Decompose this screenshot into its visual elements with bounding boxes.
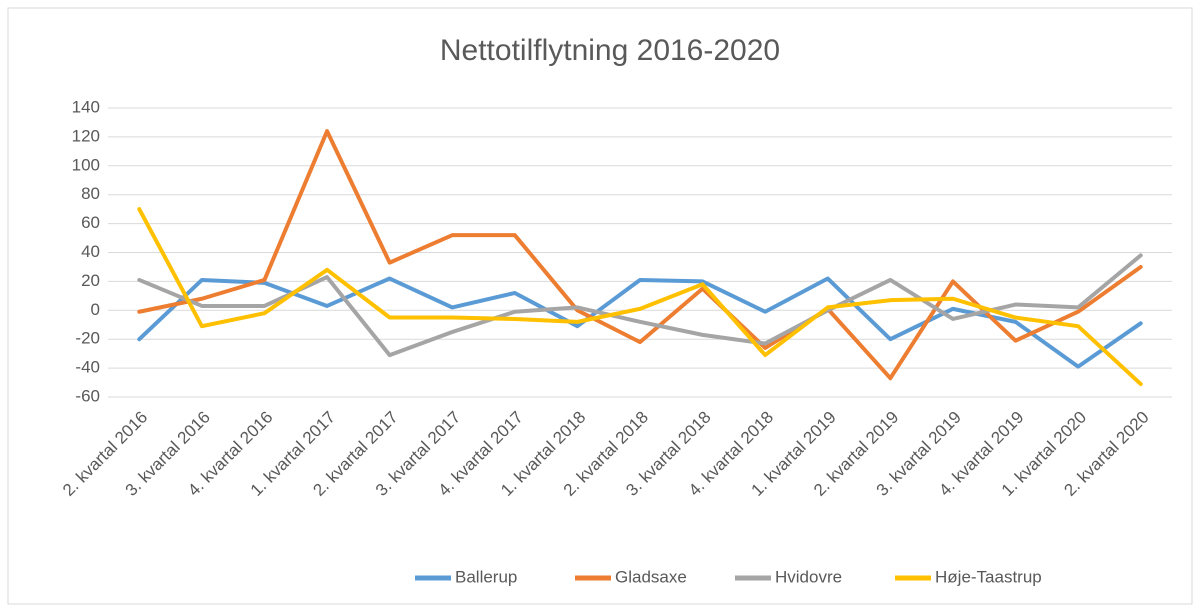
y-tick-label: -40 <box>75 358 100 377</box>
line <box>137 207 1143 386</box>
y-tick-label: -60 <box>75 386 100 405</box>
y-tick-label: -20 <box>75 329 100 348</box>
legend-label: Høje-Taastrup <box>935 567 1042 586</box>
legend-label: Hvidovre <box>775 567 842 586</box>
chart-title: Nettotilflytning 2016-2020 <box>440 34 780 67</box>
legend-label: Gladsaxe <box>615 567 687 586</box>
y-tick-label: 0 <box>91 300 100 319</box>
y-tick-label: 80 <box>81 184 100 203</box>
line <box>137 129 1143 381</box>
y-tick-label: 20 <box>81 271 100 290</box>
y-tick-label: 100 <box>72 155 100 174</box>
y-tick-label: 120 <box>72 126 100 145</box>
y-tick-label: 140 <box>72 97 100 116</box>
y-tick-label: 60 <box>81 213 100 232</box>
legend-label: Ballerup <box>455 567 517 586</box>
y-tick-label: 40 <box>81 242 100 261</box>
